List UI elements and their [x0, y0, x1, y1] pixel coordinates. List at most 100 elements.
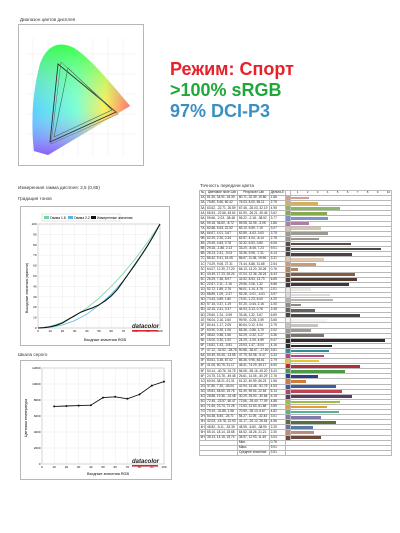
scale-label: 2	[306, 190, 309, 195]
delta-e-bar	[290, 426, 314, 429]
tone-ytick: 50	[33, 274, 37, 278]
accuracy-table: № Цветовое поле Lab Результат Lab Дельта…	[198, 189, 392, 456]
gamut-diagram	[18, 24, 144, 166]
gamut-triangle-measured	[49, 63, 117, 143]
delta-e-bar	[290, 334, 325, 337]
gray-xtick: 20	[65, 465, 69, 469]
delta-e-bar	[290, 273, 356, 276]
tone-ytick: 80	[33, 243, 37, 247]
delta-e-bar	[290, 298, 333, 302]
dci-headline: 97% DCI-P3	[170, 101, 271, 121]
delta-e-bar	[290, 375, 319, 378]
gray-xtick: 60	[114, 465, 118, 469]
delta-e-bar	[290, 212, 327, 215]
tone-brand-bar	[132, 330, 158, 332]
gamut-triangle-srgb	[53, 67, 113, 138]
delta-e-bar	[290, 263, 317, 266]
delta-e-bar	[290, 324, 319, 327]
gray-xtick: 10	[53, 465, 57, 469]
delta-e-bar	[290, 196, 310, 200]
tone-ytick: 40	[33, 284, 37, 288]
tone-xtick: 40	[85, 329, 89, 333]
gray-ytick: 2000	[34, 446, 41, 450]
gray-point	[89, 404, 92, 407]
gray-chart: 0 10 20 30 40 50 60 70 80 90 100020004000600080001…	[20, 360, 172, 480]
delta-e-bar	[290, 410, 339, 414]
gray-point	[150, 384, 153, 387]
delta-e-bar	[290, 217, 329, 220]
delta-e-bar	[290, 257, 324, 261]
tone-ytick: 100	[31, 222, 36, 226]
gray-xtick: 70	[126, 465, 130, 469]
tone-xlabel: Входные значения RGB	[84, 338, 127, 342]
legend-swatch-measured	[91, 216, 96, 219]
gray-ylabel: Цветовая температура	[24, 399, 28, 437]
tone-ytick: 10	[33, 316, 37, 320]
gray-ytick: 6000	[34, 414, 41, 418]
delta-e-bar	[290, 339, 386, 343]
delta-e-bar	[290, 227, 322, 231]
summary-value: 3.51	[269, 449, 286, 456]
delta-e-bar	[290, 431, 314, 434]
gray-xtick: 30	[77, 465, 81, 469]
delta-e-bar	[290, 319, 328, 322]
delta-e-bar	[290, 329, 311, 332]
summary-spacer	[198, 449, 239, 456]
gray-point	[114, 395, 117, 398]
tone-xtick: 60	[110, 329, 114, 333]
gray-point	[126, 397, 129, 400]
legend-measured: Измеренные значения	[97, 216, 133, 220]
summary-label: Среднее значение	[237, 449, 271, 456]
gamut-triangle-dci	[50, 61, 119, 145]
delta-e-bar	[290, 344, 333, 348]
accuracy-row: 3A 63.62, -22.71, 26.59 67.46, -26.03, 32.…	[198, 205, 392, 212]
gray-brand: datacolor	[132, 459, 160, 465]
accuracy-table-wrap: № Цветовое поле Lab Результат Lab Дельта…	[198, 189, 392, 456]
delta-e-bar	[290, 395, 353, 399]
gray-ytick: 4000	[34, 430, 41, 434]
gray-ytick: 0	[39, 462, 41, 466]
gray-frame	[20, 360, 172, 480]
scale-label: 10	[386, 190, 391, 195]
tone-grid	[37, 223, 161, 329]
gray-series	[53, 380, 165, 408]
mode-headline: Режим: Спорт	[170, 59, 294, 79]
gray-point	[53, 405, 56, 408]
delta-e-bar	[290, 359, 319, 363]
scale-label: 7	[356, 190, 359, 195]
tone-xtick: 100	[157, 329, 162, 333]
legend-swatch-gamma18	[44, 216, 49, 219]
delta-e-bar	[290, 313, 360, 317]
tone-xtick: 10	[49, 329, 53, 333]
delta-e-bar	[290, 252, 353, 256]
srgb-headline: >100% sRGB	[170, 80, 282, 100]
delta-e-bar	[290, 293, 331, 297]
gamma-caption: Измеренная гамма дисплея: 2,5 (0,85)	[18, 185, 100, 190]
delta-e-bar	[290, 283, 350, 287]
delta-e-bar	[290, 237, 319, 241]
tone-ytick: 0	[35, 326, 37, 330]
tone-ytick: 30	[33, 295, 37, 299]
tone-series	[37, 223, 161, 329]
legend-gamma22: Гамма 2.2	[74, 216, 90, 220]
delta-e-bar	[290, 308, 316, 312]
row-ref: 35.13, 14.15, 15.74	[205, 434, 239, 441]
delta-e-bar	[290, 349, 329, 353]
accuracy-caption: Точность передачи цвета	[200, 183, 254, 188]
gray-brand-bar	[132, 465, 158, 467]
gray-ytick: 12000	[32, 366, 41, 370]
legend-gamma18: Гамма 1.8	[50, 216, 66, 220]
row-bar-cell	[289, 434, 392, 441]
accuracy-row: 5A 59.66, -2.03, -38.48 55.22, -2.18, -38.…	[198, 215, 392, 222]
delta-e-bar	[290, 222, 310, 225]
delta-e-bar	[290, 232, 329, 236]
tone-xtick: 0	[37, 329, 39, 333]
tone-line-0	[37, 223, 161, 329]
scale-label: 9	[376, 190, 379, 195]
tone-xtick: 30	[73, 329, 77, 333]
gray-xtick: 100	[161, 465, 166, 469]
delta-e-bar	[290, 354, 325, 358]
tone-ytick: 70	[33, 253, 37, 257]
gray-xtick: 90	[150, 465, 154, 469]
delta-e-bar	[290, 390, 343, 394]
